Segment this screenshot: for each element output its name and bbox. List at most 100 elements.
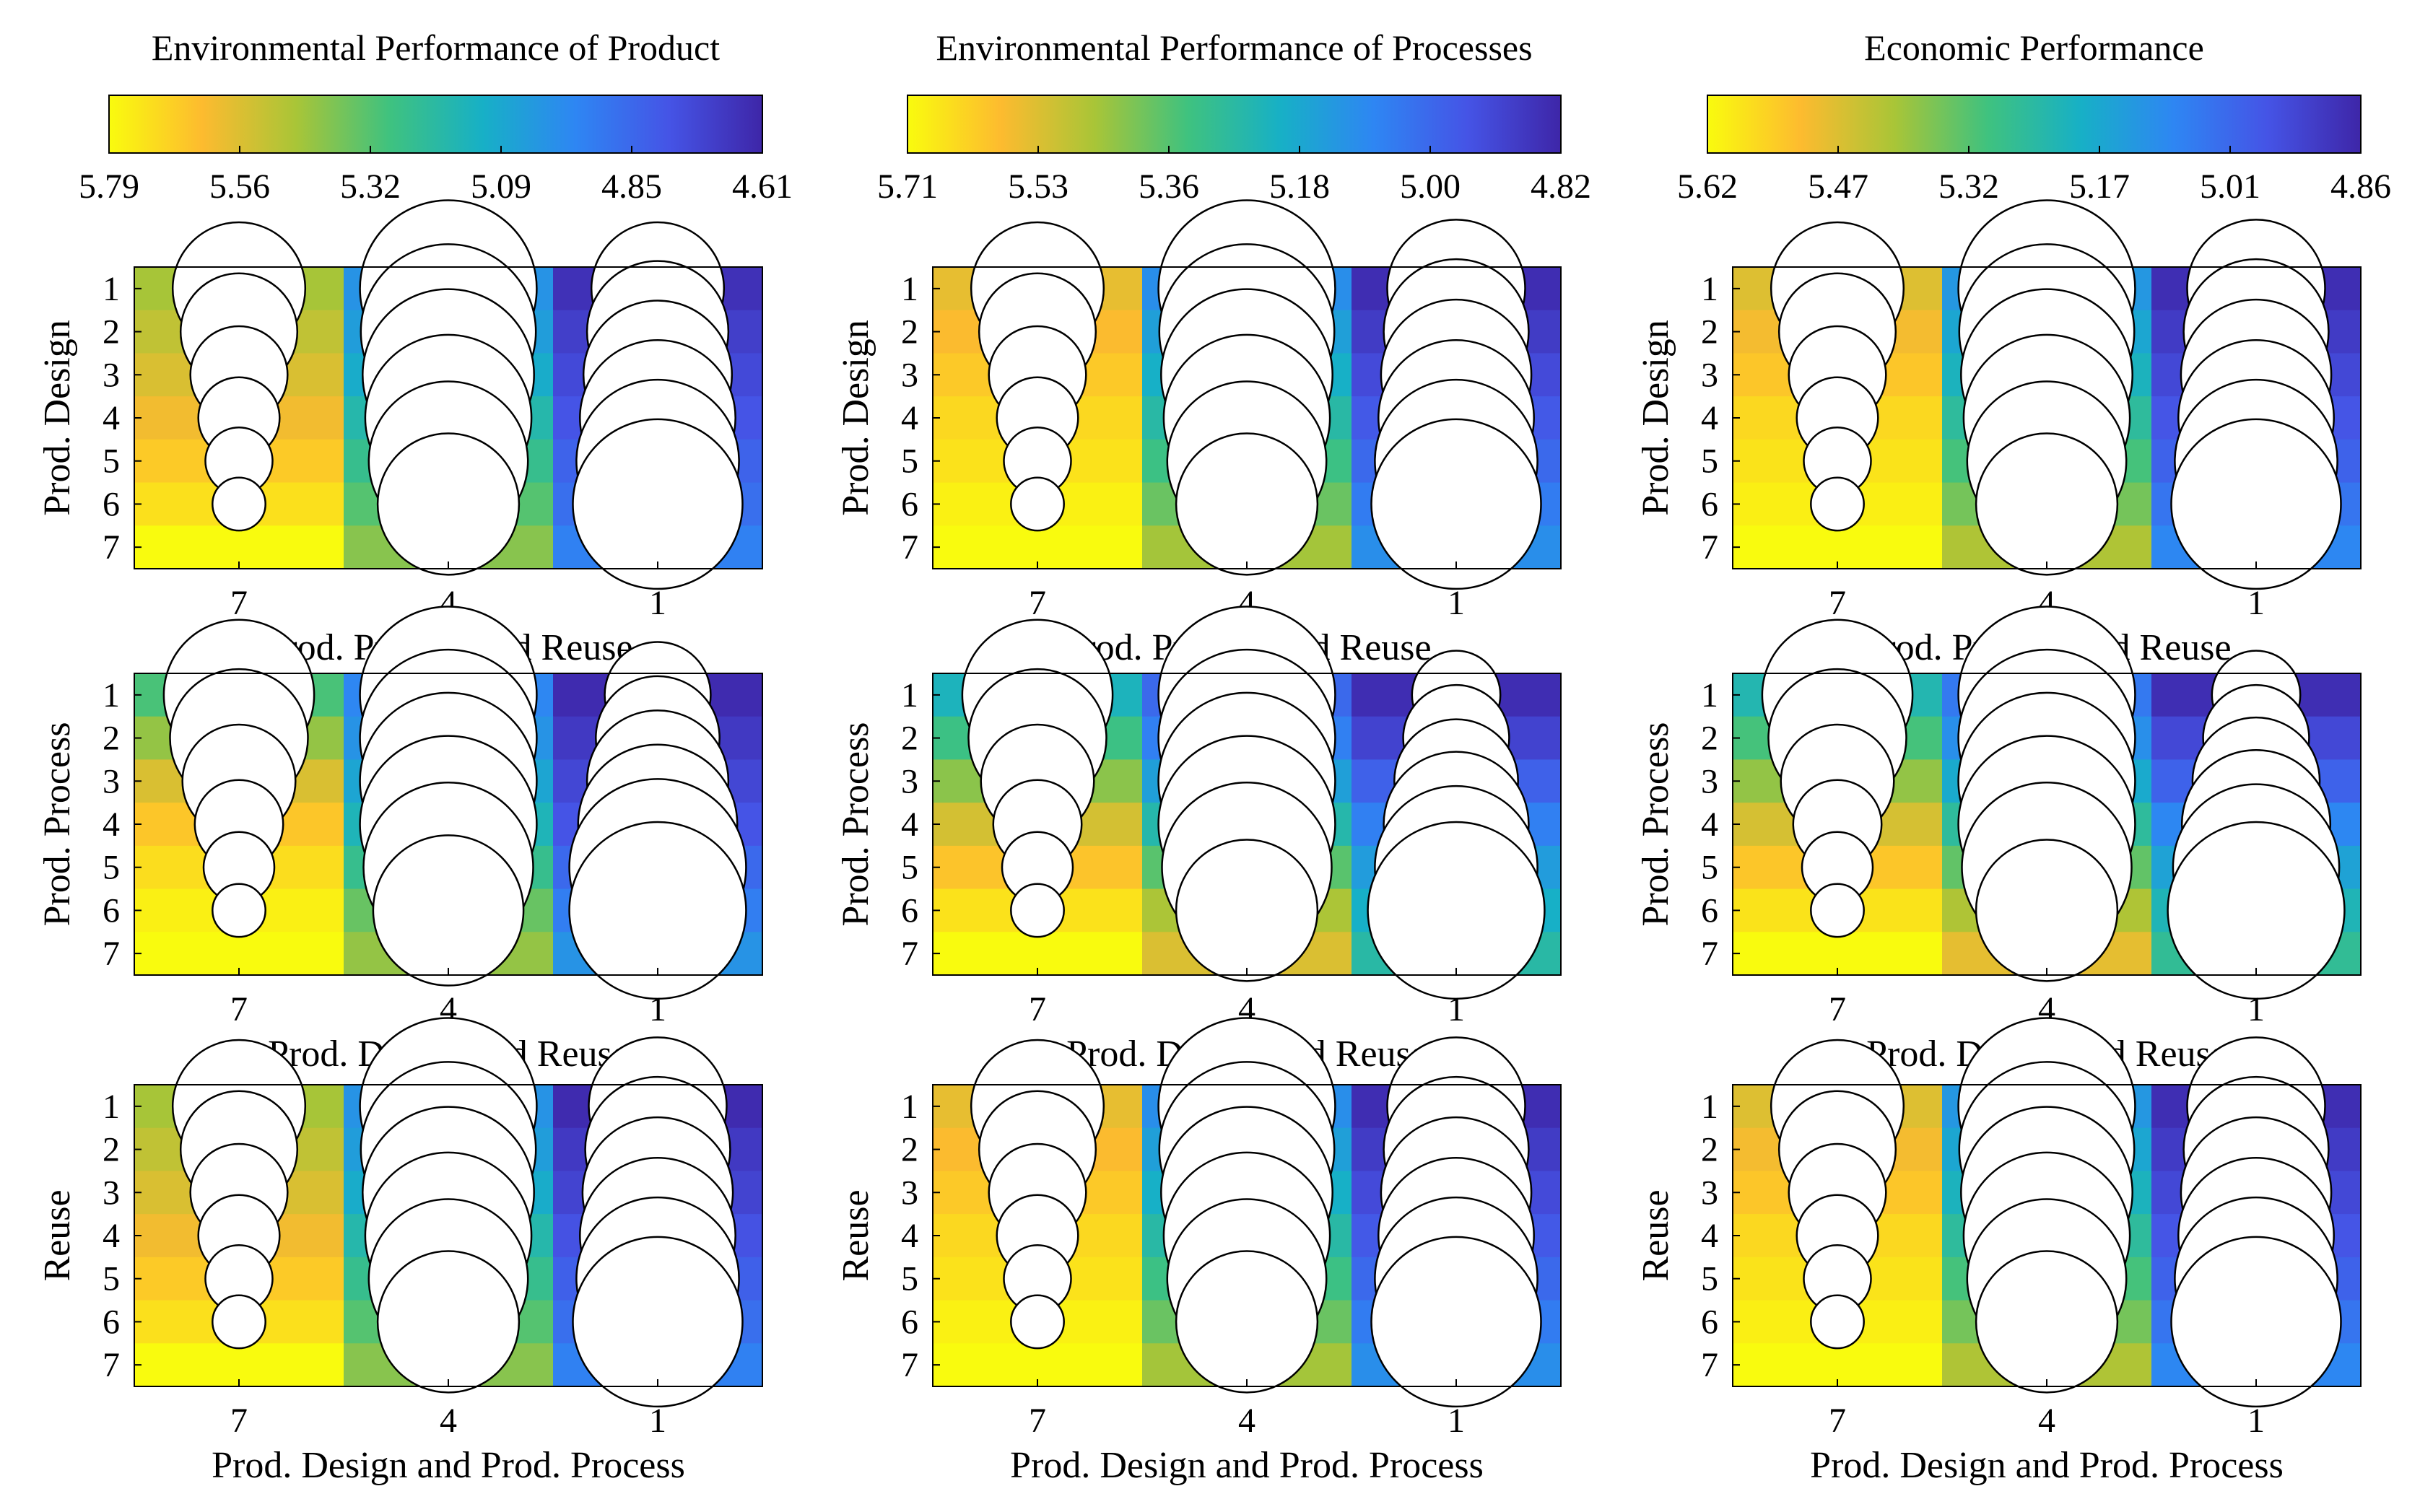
bubble [1367, 821, 1546, 1000]
y-tick-label: 1 [103, 270, 120, 308]
y-axis-label: Prod. Process [37, 722, 78, 926]
y-tick-label: 3 [901, 1174, 918, 1212]
x-tick-label: 4 [440, 1402, 457, 1440]
colorbar-tick-label: 5.17 [2069, 167, 2130, 206]
y-tick-label: 5 [103, 442, 120, 481]
x-tick-label: 7 [1029, 584, 1046, 622]
y-tick-label: 4 [103, 805, 120, 844]
colorbar-tick-label: 5.00 [1400, 167, 1461, 206]
colorbar [1707, 95, 2362, 154]
bubble [572, 418, 744, 590]
bubble [212, 883, 266, 938]
x-tick-label: 4 [1238, 1402, 1255, 1440]
y-tick-label: 4 [901, 399, 918, 437]
bubble [1175, 839, 1319, 982]
colorbar [108, 95, 763, 154]
bubble [572, 1236, 744, 1408]
bubble [372, 834, 525, 987]
y-tick-label: 5 [1701, 442, 1718, 481]
y-axis-label: Reuse [37, 1189, 78, 1281]
y-tick-label: 7 [103, 528, 120, 567]
x-tick-label: 7 [230, 990, 248, 1028]
heatmap-panel: 1 2 3 4 5 6 7 7 4 1 Prod. Design and Prod. Process… [835, 1017, 1562, 1486]
heatmap-panel: 1 2 3 4 5 6 7 7 4 1 Prod. Design and Prod. Process… [37, 1017, 763, 1486]
y-tick-label: 6 [901, 891, 918, 930]
y-axis-label: Prod. Design [1635, 320, 1676, 516]
x-tick-label: 7 [230, 584, 248, 622]
colorbar-tick-label: 5.32 [340, 167, 401, 206]
colorbar-tick-label: 5.36 [1139, 167, 1199, 206]
y-tick-label: 3 [1701, 762, 1718, 800]
x-tick-label: 1 [649, 1402, 666, 1440]
y-tick-label: 6 [103, 891, 120, 930]
y-tick-label: 5 [1701, 849, 1718, 887]
x-tick-label: 7 [1029, 1402, 1046, 1440]
bubble [376, 1250, 521, 1394]
y-tick-label: 7 [1701, 528, 1718, 567]
y-tick-label: 6 [103, 1303, 120, 1341]
bubble [2170, 1236, 2342, 1408]
y-tick-label: 7 [901, 1346, 918, 1384]
x-axis-label: Prod. Design and Prod. Process [212, 1445, 685, 1486]
y-axis-label: Prod. Design [37, 320, 78, 516]
colorbar-tick-label: 5.79 [79, 167, 139, 206]
y-tick-label: 3 [1701, 1174, 1718, 1212]
bubble [1370, 418, 1542, 590]
x-tick-label: 7 [1029, 990, 1046, 1028]
x-tick-label: 1 [1448, 584, 1465, 622]
column-title: Environmental Performance of Processes [936, 27, 1532, 68]
y-tick-label: 2 [901, 1131, 918, 1169]
y-tick-label: 1 [901, 270, 918, 308]
y-tick-label: 2 [901, 313, 918, 351]
colorbar-tick-label: 4.82 [1531, 167, 1591, 206]
y-tick-label: 5 [103, 1260, 120, 1298]
y-tick-label: 7 [103, 1346, 120, 1384]
colorbar-tick-label: 5.47 [1808, 167, 1868, 206]
y-tick-label: 3 [103, 356, 120, 394]
bubble [1175, 1250, 1319, 1394]
bubble [1810, 1294, 1865, 1350]
bubble [1175, 432, 1319, 576]
column-title: Environmental Performance of Product [152, 27, 720, 68]
y-tick-label: 6 [1701, 1303, 1718, 1341]
y-tick-label: 5 [1701, 1260, 1718, 1298]
x-tick-label: 1 [2247, 990, 2265, 1028]
y-tick-label: 7 [103, 935, 120, 973]
y-tick-label: 1 [1701, 676, 1718, 715]
x-tick-label: 7 [1829, 990, 1846, 1028]
x-tick-label: 7 [1829, 1402, 1846, 1440]
y-tick-label: 6 [901, 485, 918, 523]
y-tick-label: 1 [901, 676, 918, 715]
colorbar-tick-label: 4.85 [601, 167, 662, 206]
y-tick-label: 2 [1701, 313, 1718, 351]
colorbar-tick-label: 5.32 [1938, 167, 1999, 206]
y-axis-label: Prod. Process [1635, 722, 1676, 926]
y-tick-label: 3 [901, 356, 918, 394]
bubble [1975, 839, 2119, 982]
y-tick-label: 1 [1701, 270, 1718, 308]
y-tick-label: 2 [103, 720, 120, 758]
y-tick-label: 4 [1701, 805, 1718, 844]
y-tick-label: 1 [901, 1088, 918, 1126]
bubble [1010, 883, 1065, 938]
x-tick-label: 1 [649, 584, 666, 622]
bubble [568, 821, 747, 1000]
y-tick-label: 1 [1701, 1088, 1718, 1126]
y-axis-label: Reuse [1635, 1189, 1676, 1281]
colorbar-tick-label: 4.86 [2330, 167, 2391, 206]
x-tick-label: 1 [1448, 990, 1465, 1028]
x-tick-label: 4 [2038, 1402, 2055, 1440]
y-tick-label: 5 [901, 1260, 918, 1298]
y-tick-label: 2 [103, 1131, 120, 1169]
heatmap-panel: 1 2 3 4 5 6 7 7 4 1 Prod. Design and Prod. Process… [1635, 1017, 2362, 1486]
bubble [1810, 883, 1865, 938]
x-tick-label: 7 [230, 1402, 248, 1440]
y-tick-label: 4 [1701, 1217, 1718, 1255]
x-tick-label: 1 [2247, 584, 2265, 622]
colorbar-tick-label: 5.56 [209, 167, 270, 206]
y-tick-label: 2 [1701, 1131, 1718, 1169]
